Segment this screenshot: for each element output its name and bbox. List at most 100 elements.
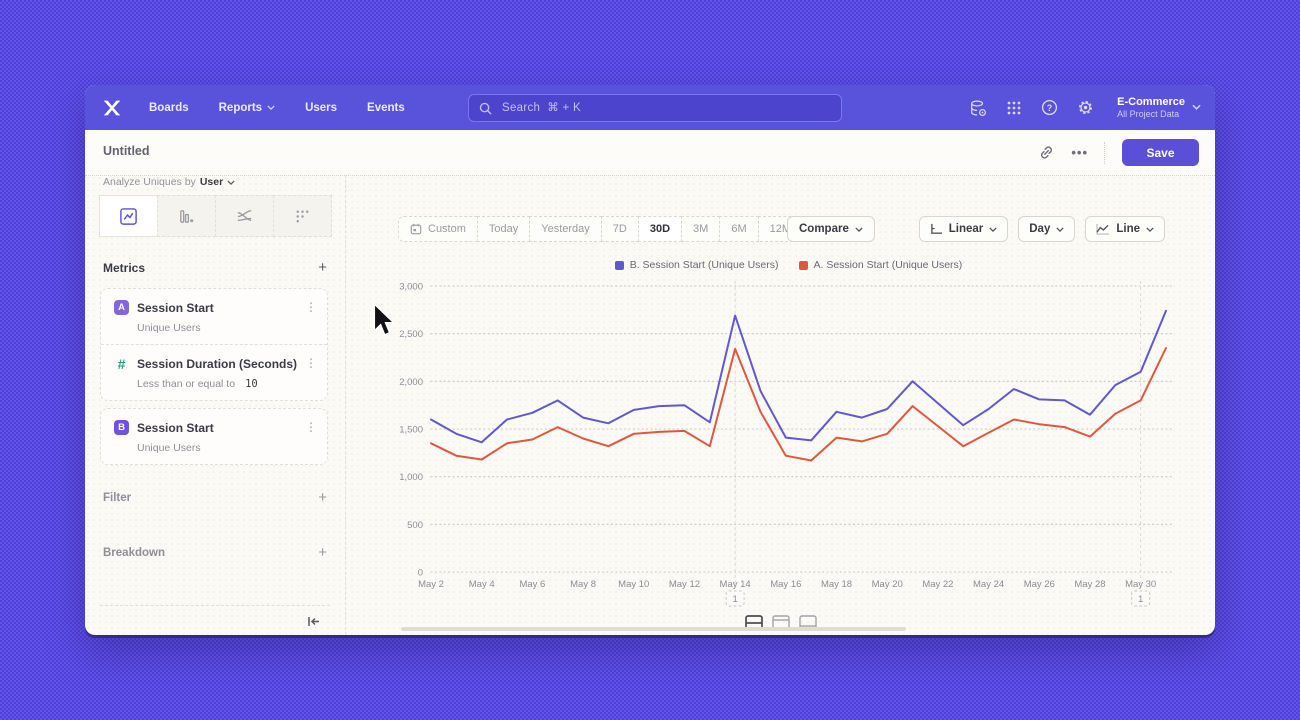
range-button-today[interactable]: Today [476, 216, 531, 242]
range-button-7d[interactable]: 7D [600, 216, 639, 242]
compare-label: Compare [799, 223, 849, 235]
svg-text:May 4: May 4 [469, 579, 495, 590]
metric-condition[interactable]: Less than or equal to 10 [137, 378, 258, 390]
layout-toggles [744, 615, 817, 631]
svg-text:May 10: May 10 [618, 579, 649, 590]
metric-menu-icon[interactable]: ⋮ [305, 300, 317, 314]
add-metric-button[interactable]: + [318, 259, 327, 276]
svg-text:3,000: 3,000 [399, 282, 423, 293]
collapse-sidebar-icon[interactable] [307, 615, 321, 633]
horizontal-scrollbar[interactable] [401, 627, 906, 631]
metric-menu-icon[interactable]: ⋮ [305, 356, 317, 370]
range-button-yesterday[interactable]: Yesterday [529, 216, 602, 242]
help-icon[interactable]: ? [1041, 99, 1058, 116]
chevron-down-icon [855, 226, 863, 232]
metric-card-session-start-a[interactable]: A Session Start ⋮ Unique Users [101, 289, 327, 344]
chevron-down-icon [1192, 105, 1201, 111]
chevron-down-icon [1056, 226, 1065, 232]
svg-text:May 8: May 8 [570, 579, 596, 590]
series-line[interactable] [430, 309, 1167, 444]
svg-text:May 14: May 14 [720, 579, 751, 590]
analyze-uniques-by-control[interactable]: Analyze Uniques by User [103, 176, 235, 188]
add-filter-button[interactable]: + [318, 489, 327, 506]
query-sidebar: Analyze Uniques by User Metrics + A [85, 175, 345, 635]
metric-badge: A [114, 300, 129, 315]
metric-card-session-start-b[interactable]: B Session Start ⋮ Unique Users [101, 409, 327, 464]
line-chart-icon [1096, 223, 1110, 235]
legend-item[interactable]: B. Session Start (Unique Users) [614, 259, 779, 271]
condition-value[interactable]: 10 [245, 378, 258, 390]
series-line[interactable] [430, 347, 1167, 462]
flow-tab-icon [237, 209, 252, 221]
top-navbar: Boards Reports Users Events ? [85, 85, 1215, 130]
settings-gear-icon[interactable] [1077, 99, 1094, 116]
range-button-3m[interactable]: 3M [681, 216, 721, 242]
chart-type-dropdown[interactable]: Line [1085, 216, 1165, 242]
chevron-down-icon [267, 105, 275, 110]
metric-badge: B [114, 420, 129, 435]
svg-text:500: 500 [407, 520, 423, 531]
interval-dropdown[interactable]: Day [1018, 216, 1076, 242]
tab-insights[interactable] [99, 195, 158, 237]
tab-retention[interactable] [273, 195, 332, 237]
copy-link-icon[interactable] [1038, 144, 1055, 161]
svg-text:May 6: May 6 [519, 579, 545, 590]
search-input[interactable] [500, 101, 841, 115]
annotation-badge[interactable]: 1 [725, 590, 745, 607]
svg-text:May 26: May 26 [1024, 579, 1055, 590]
data-management-icon[interactable] [969, 99, 987, 117]
scale-dropdown[interactable]: Linear [918, 216, 1009, 242]
legend-swatch [798, 260, 808, 270]
retention-tab-icon [296, 210, 309, 222]
metrics-title: Metrics [103, 260, 146, 275]
metric-group-a: A Session Start ⋮ Unique Users # Session… [100, 288, 328, 401]
nav-item-boards[interactable]: Boards [149, 102, 189, 114]
svg-text:?: ? [1047, 103, 1052, 113]
nav-item-events[interactable]: Events [367, 102, 405, 114]
annotation-badge[interactable]: 1 [1131, 590, 1151, 607]
tab-flows[interactable] [215, 195, 274, 237]
nav-item-label: Boards [149, 101, 189, 114]
metric-subtitle[interactable]: Unique Users [137, 442, 201, 454]
nav-item-reports[interactable]: Reports [219, 102, 275, 114]
mixpanel-logo-icon[interactable] [101, 97, 123, 119]
tab-funnels[interactable] [157, 195, 216, 237]
scale-label: Linear [948, 223, 984, 235]
linear-axis-icon [930, 223, 942, 234]
navbar-actions: ? E-Commerce All Project Data [969, 85, 1201, 130]
add-breakdown-button[interactable]: + [318, 544, 327, 561]
range-button-30d[interactable]: 30D [637, 216, 683, 242]
metric-subtitle[interactable]: Unique Users [137, 322, 201, 334]
nav-item-users[interactable]: Users [305, 102, 337, 114]
range-button-custom[interactable]: Custom [398, 216, 478, 242]
save-button[interactable]: Save [1122, 139, 1199, 166]
apps-grid-icon[interactable] [1006, 100, 1022, 116]
search-icon [479, 102, 492, 115]
chart-legend: B. Session Start (Unique Users) A. Sessio… [396, 259, 1181, 271]
chevron-down-icon [1146, 226, 1154, 232]
metric-menu-icon[interactable]: ⋮ [305, 420, 317, 434]
svg-text:May 30: May 30 [1125, 579, 1156, 590]
legend-item[interactable]: A. Session Start (Unique Users) [798, 259, 962, 271]
view-controls: Linear Day Line [918, 216, 1165, 242]
project-selector[interactable]: E-Commerce All Project Data [1117, 96, 1201, 119]
line-chart[interactable]: 0 500 1,000 1,500 2,000 2,500 3,000 May 2 May 4 M… [396, 278, 1181, 613]
metric-card-session-duration[interactable]: # Session Duration (Seconds) ⋮ Less than… [101, 344, 327, 400]
svg-text:May 24: May 24 [973, 579, 1004, 590]
search-bar[interactable] [468, 94, 842, 122]
range-button-6m[interactable]: 6M [719, 216, 759, 242]
analyze-value[interactable]: User [199, 176, 224, 188]
more-options-button[interactable]: ••• [1071, 145, 1088, 160]
metric-title: Session Duration (Seconds) [137, 357, 298, 371]
svg-text:May 20: May 20 [872, 579, 903, 590]
compare-button[interactable]: Compare [787, 216, 875, 242]
chart-panel: Custom Today Yesterday 7D 30D 3M 6M 12M Compare… [345, 175, 1215, 635]
metric-title: Session Start [137, 421, 214, 435]
breakdown-title: Breakdown [103, 546, 165, 559]
svg-text:1,500: 1,500 [399, 425, 423, 436]
calendar-icon [410, 223, 422, 235]
svg-text:1: 1 [1138, 594, 1143, 605]
metric-group-b: B Session Start ⋮ Unique Users [100, 408, 328, 465]
svg-text:May 12: May 12 [669, 579, 700, 590]
nav-item-label: Users [305, 101, 338, 114]
